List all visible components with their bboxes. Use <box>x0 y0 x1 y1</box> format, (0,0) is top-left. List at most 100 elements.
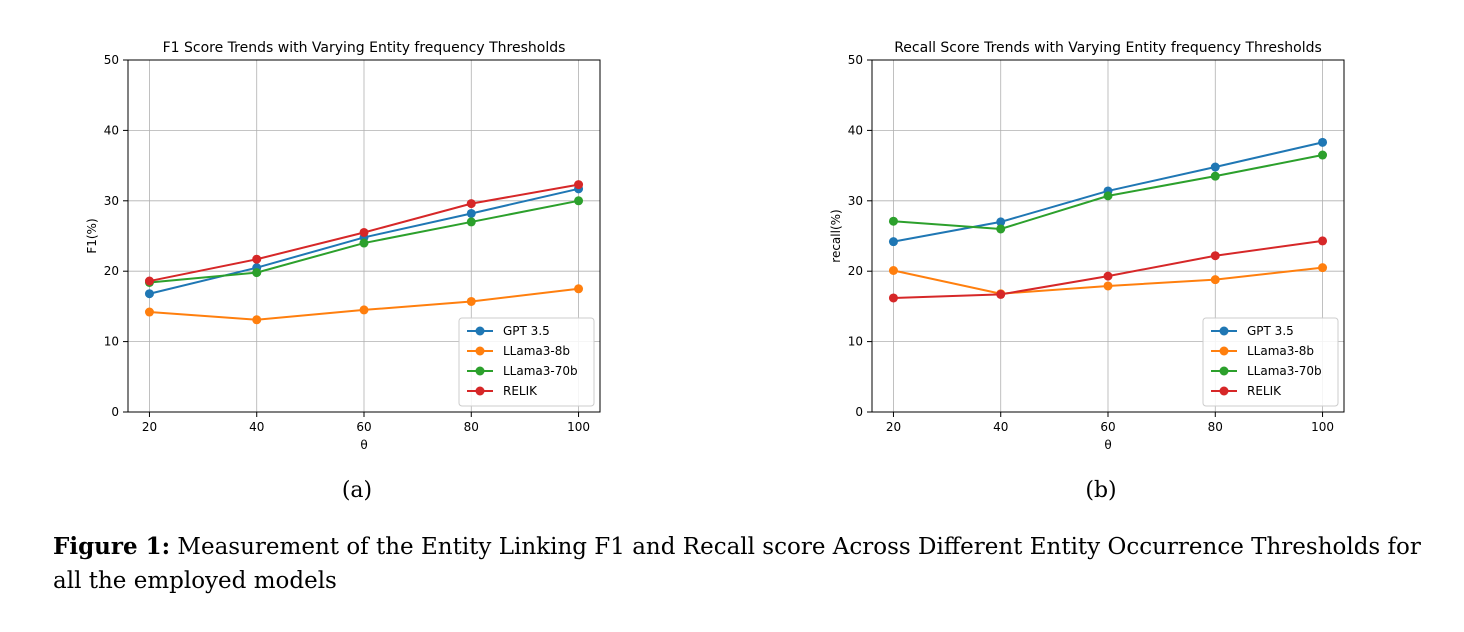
recall-y-tick-label: 30 <box>848 194 863 208</box>
f1-data-point <box>466 217 476 227</box>
f1-y-tick-label: 20 <box>104 264 119 278</box>
recall-data-point <box>996 217 1006 227</box>
figure-caption-text: Measurement of the Entity Linking F1 and… <box>53 534 1421 594</box>
recall-legend-marker <box>1219 366 1229 376</box>
recall-y-axis-label: recall(%) <box>829 209 843 262</box>
f1-data-point <box>466 296 476 306</box>
recall-y-tick-label: 40 <box>848 123 863 137</box>
f1-data-point <box>574 180 584 190</box>
f1-series-llama3-8b <box>144 284 584 325</box>
recall-data-point <box>888 265 898 275</box>
recall-x-axis-label: θ <box>1104 438 1111 452</box>
f1-y-tick-label: 0 <box>111 405 119 419</box>
recall-data-point <box>1210 171 1220 181</box>
f1-series-relik <box>144 180 584 286</box>
recall-legend-item: LLama3-70b <box>1211 364 1322 378</box>
f1-y-tick-label: 30 <box>104 194 119 208</box>
subcaption-a: (a) <box>341 478 373 503</box>
f1-x-tick-label: 80 <box>464 420 479 434</box>
f1-legend-label: RELIK <box>503 384 538 398</box>
recall-series-relik <box>888 236 1328 303</box>
recall-title: Recall Score Trends with Varying Entity … <box>894 40 1322 56</box>
f1-chart-svg: 20 40 60 80 100 0 10 20 30 40 50 F1 Score Trends wi… <box>85 40 601 452</box>
recall-data-point <box>1103 191 1113 201</box>
f1-data-point <box>252 268 262 278</box>
f1-data-point <box>252 254 262 264</box>
f1-legend-marker <box>475 386 485 396</box>
f1-y-axis-label: F1(%) <box>85 218 99 253</box>
f1-x-axis-label: θ <box>360 438 367 452</box>
f1-data-point <box>466 199 476 209</box>
recall-legend-marker <box>1219 386 1229 396</box>
recall-legend-item: LLama3-8b <box>1211 344 1314 358</box>
f1-data-point <box>144 276 154 286</box>
f1-data-point <box>359 305 369 315</box>
recall-x-tick-label: 60 <box>1100 420 1115 434</box>
f1-y-tick-label: 40 <box>104 123 119 137</box>
recall-legend-marker <box>1219 346 1229 356</box>
recall-legend-label: LLama3-70b <box>1247 364 1322 378</box>
f1-score-chart: 20 40 60 80 100 0 10 20 30 40 50 F1 Score Trends wi… <box>0 0 732 470</box>
recall-x-tick-label: 20 <box>886 420 901 434</box>
f1-x-tick-label: 100 <box>567 420 590 434</box>
f1-data-point <box>359 227 369 237</box>
f1-x-tick-label: 20 <box>142 420 157 434</box>
f1-data-point <box>144 307 154 317</box>
figure-caption-label: Figure 1: <box>53 533 171 560</box>
recall-legend-label: LLama3-8b <box>1247 344 1314 358</box>
f1-data-point <box>574 196 584 206</box>
subcaption-b: (b) <box>1085 478 1117 503</box>
f1-legend-item: LLama3-70b <box>467 364 578 378</box>
f1-legend-box <box>458 317 595 407</box>
recall-legend: GPT 3.5 LLama3-8b LLama3-70b RELIK <box>1202 317 1339 407</box>
recall-data-point <box>888 216 898 226</box>
f1-legend-marker <box>475 346 485 356</box>
f1-x-tick-label: 60 <box>356 420 371 434</box>
recall-chart-svg: 20 40 60 80 100 0 10 20 30 40 50 Recall Score Trend… <box>829 40 1345 452</box>
figure-caption: Figure 1: Measurement of the Entity Link… <box>53 530 1433 598</box>
recall-y-tick-label: 50 <box>848 53 863 67</box>
recall-y-tick-label: 20 <box>848 264 863 278</box>
f1-legend-item: RELIK <box>467 384 538 398</box>
recall-data-point <box>1318 236 1328 246</box>
recall-x-tick-label: 100 <box>1311 420 1334 434</box>
recall-data-point <box>1318 150 1328 160</box>
recall-legend-label: GPT 3.5 <box>1247 324 1294 338</box>
recall-series-llama3-70b <box>888 150 1328 234</box>
f1-legend-item: LLama3-8b <box>467 344 570 358</box>
recall-legend-item: GPT 3.5 <box>1211 324 1294 338</box>
recall-data-point <box>1318 137 1328 147</box>
recall-legend-label: RELIK <box>1247 384 1282 398</box>
recall-data-point <box>888 293 898 303</box>
f1-data-point <box>359 238 369 248</box>
recall-data-point <box>888 237 898 247</box>
recall-series-llama3-8b <box>888 263 1328 299</box>
recall-data-point <box>1103 271 1113 281</box>
f1-legend-label: LLama3-70b <box>503 364 578 378</box>
recall-score-chart: 20 40 60 80 100 0 10 20 30 40 50 Recall Score Trend… <box>744 0 1464 470</box>
f1-data-point <box>574 284 584 294</box>
f1-legend: GPT 3.5 LLama3-8b LLama3-70b RELIK <box>458 317 595 407</box>
f1-legend-item: GPT 3.5 <box>467 324 550 338</box>
recall-data-point <box>1210 275 1220 285</box>
recall-legend-box <box>1202 317 1339 407</box>
f1-legend-label: LLama3-8b <box>503 344 570 358</box>
f1-x-tick-label: 40 <box>249 420 264 434</box>
f1-y-tick-label: 10 <box>104 335 119 349</box>
f1-data-point <box>252 315 262 325</box>
f1-title: F1 Score Trends with Varying Entity freq… <box>163 40 566 56</box>
f1-data-point <box>144 289 154 299</box>
recall-y-tick-label: 0 <box>855 405 863 419</box>
f1-legend-marker <box>475 366 485 376</box>
recall-legend-marker <box>1219 326 1229 336</box>
f1-legend-label: GPT 3.5 <box>503 324 550 338</box>
recall-data-point <box>1210 162 1220 172</box>
recall-data-point <box>996 224 1006 234</box>
f1-data-point <box>466 208 476 218</box>
recall-series-gpt-3-5 <box>888 137 1328 247</box>
f1-legend-marker <box>475 326 485 336</box>
recall-x-tick-label: 80 <box>1208 420 1223 434</box>
recall-data-point <box>1318 263 1328 273</box>
recall-legend-item: RELIK <box>1211 384 1282 398</box>
f1-y-tick-label: 50 <box>104 53 119 67</box>
